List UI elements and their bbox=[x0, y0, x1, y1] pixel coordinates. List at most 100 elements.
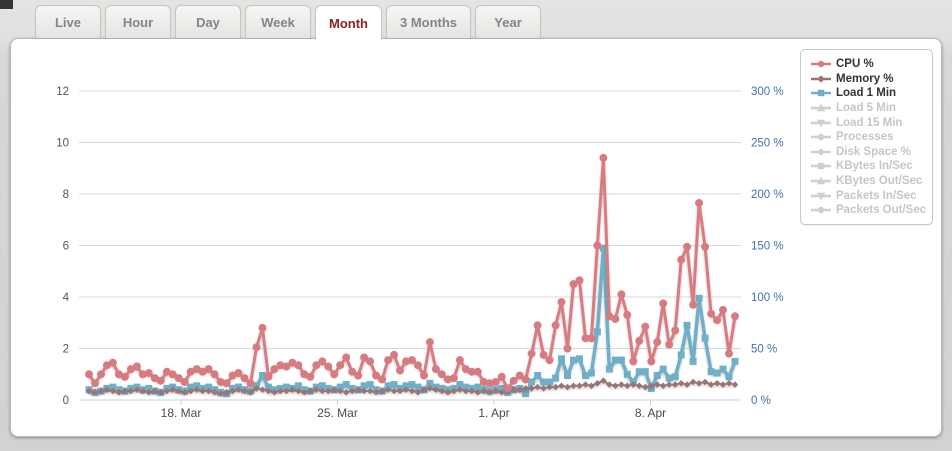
data-point-memory bbox=[133, 386, 141, 393]
data-point-cpu bbox=[521, 375, 530, 384]
tab-label: Hour bbox=[122, 14, 154, 30]
data-point-cpu bbox=[551, 321, 560, 330]
data-point-memory bbox=[163, 387, 171, 395]
tab-bar: Live Hour Day Week Month 3 Months Year bbox=[35, 5, 545, 40]
data-point-cpu bbox=[641, 322, 650, 331]
data-point-cpu bbox=[689, 300, 698, 309]
y-axis-left-tick-label: 8 bbox=[63, 189, 69, 201]
series-markers-cpu bbox=[85, 153, 739, 393]
data-point-load-1-min bbox=[145, 384, 153, 392]
data-point-cpu bbox=[599, 153, 608, 162]
data-point-memory bbox=[540, 385, 547, 392]
data-point-load-1-min bbox=[462, 383, 470, 391]
data-point-memory bbox=[265, 387, 272, 395]
data-point-memory bbox=[151, 387, 159, 395]
tab-year[interactable]: Year bbox=[475, 5, 542, 38]
data-point-load-1-min bbox=[528, 378, 536, 386]
data-point-memory bbox=[624, 382, 631, 390]
data-point-cpu bbox=[569, 280, 578, 289]
legend-marker bbox=[811, 75, 831, 83]
data-point-cpu bbox=[390, 350, 399, 359]
legend-item-cpu[interactable]: CPU % bbox=[810, 57, 924, 72]
data-point-cpu bbox=[306, 372, 315, 381]
legend-item-packets-in-sec[interactable]: Packets In/Sec bbox=[810, 188, 924, 203]
data-point-load-1-min bbox=[611, 356, 619, 364]
data-point-load-1-min bbox=[360, 382, 368, 390]
data-point-load-1-min bbox=[342, 381, 350, 389]
data-point-memory bbox=[157, 389, 165, 396]
series-markers-load-1-min bbox=[85, 244, 739, 398]
data-point-cpu bbox=[695, 199, 704, 207]
data-point-cpu bbox=[234, 369, 243, 377]
data-point-cpu bbox=[605, 312, 614, 321]
data-point-cpu bbox=[132, 362, 141, 371]
legend-item-load-1-min[interactable]: Load 1 Min bbox=[810, 86, 924, 101]
legend-marker bbox=[811, 148, 831, 156]
data-point-cpu bbox=[581, 334, 590, 343]
y-axis-left-tick-label: 12 bbox=[56, 86, 69, 98]
data-point-memory bbox=[408, 387, 416, 395]
data-point-cpu bbox=[222, 379, 231, 388]
data-point-memory bbox=[576, 382, 583, 390]
data-point-cpu bbox=[491, 378, 500, 386]
data-point-memory bbox=[169, 386, 176, 393]
legend-label: KBytes In/Sec bbox=[836, 160, 913, 173]
tab-3-months[interactable]: 3 Months bbox=[385, 5, 472, 38]
data-point-load-1-min bbox=[599, 244, 607, 252]
data-point-memory bbox=[522, 385, 529, 392]
data-point-memory bbox=[121, 387, 129, 395]
data-point-cpu bbox=[617, 290, 626, 299]
data-point-memory bbox=[390, 387, 398, 395]
data-point-load-1-min bbox=[659, 365, 667, 373]
data-point-memory bbox=[426, 385, 434, 392]
data-point-cpu bbox=[330, 370, 339, 379]
data-point-cpu bbox=[186, 367, 195, 376]
legend-item-processes[interactable]: Processes bbox=[810, 130, 924, 145]
data-point-memory bbox=[247, 389, 254, 396]
data-point-memory bbox=[444, 389, 452, 396]
tab-label: Week bbox=[261, 14, 295, 30]
data-point-load-1-min bbox=[635, 368, 643, 376]
data-point-cpu bbox=[635, 336, 644, 345]
data-point-cpu bbox=[402, 357, 410, 366]
data-point-cpu bbox=[126, 365, 135, 374]
data-point-cpu bbox=[156, 376, 165, 385]
triangle-up-marker-icon bbox=[816, 176, 826, 185]
data-point-load-1-min bbox=[187, 383, 195, 391]
data-point-memory bbox=[498, 389, 505, 396]
data-point-cpu bbox=[85, 370, 93, 379]
tab-month[interactable]: Month bbox=[315, 5, 382, 40]
data-point-load-1-min bbox=[408, 381, 416, 389]
data-point-cpu bbox=[408, 356, 416, 365]
legend-item-packets-out-sec[interactable]: Packets Out/Sec bbox=[810, 203, 927, 218]
data-point-load-1-min bbox=[456, 381, 464, 389]
legend-item-disk-space[interactable]: Disk Space % bbox=[810, 145, 924, 160]
data-point-memory bbox=[671, 381, 679, 388]
data-point-cpu bbox=[461, 365, 470, 374]
data-point-cpu bbox=[557, 298, 566, 307]
circle-marker-icon bbox=[817, 61, 825, 68]
legend-item-load-5-min[interactable]: Load 5 Min bbox=[810, 101, 924, 116]
triangle-down-marker-icon bbox=[816, 192, 826, 200]
data-point-cpu bbox=[414, 361, 422, 370]
legend-label: Packets Out/Sec bbox=[836, 204, 927, 217]
tab-day[interactable]: Day bbox=[175, 5, 241, 38]
legend-item-load-15-min[interactable]: Load 15 Min bbox=[810, 115, 924, 130]
legend-item-kbytes-out-sec[interactable]: KBytes Out/Sec bbox=[810, 174, 924, 189]
data-point-memory bbox=[325, 387, 332, 395]
tab-live[interactable]: Live bbox=[35, 5, 101, 38]
data-point-memory bbox=[85, 387, 93, 395]
data-point-load-1-min bbox=[623, 370, 631, 378]
data-point-memory bbox=[330, 386, 338, 393]
data-point-memory bbox=[313, 386, 320, 393]
legend-item-kbytes-in-sec[interactable]: KBytes In/Sec bbox=[810, 159, 924, 174]
data-point-cpu bbox=[354, 371, 363, 380]
tab-hour[interactable]: Hour bbox=[105, 5, 171, 38]
data-point-load-1-min bbox=[390, 381, 398, 389]
data-point-memory bbox=[713, 380, 721, 387]
tab-week[interactable]: Week bbox=[245, 5, 311, 38]
legend-item-memory[interactable]: Memory % bbox=[810, 72, 924, 87]
data-point-cpu bbox=[611, 314, 620, 323]
data-point-cpu bbox=[431, 365, 440, 374]
data-point-cpu bbox=[174, 374, 183, 383]
